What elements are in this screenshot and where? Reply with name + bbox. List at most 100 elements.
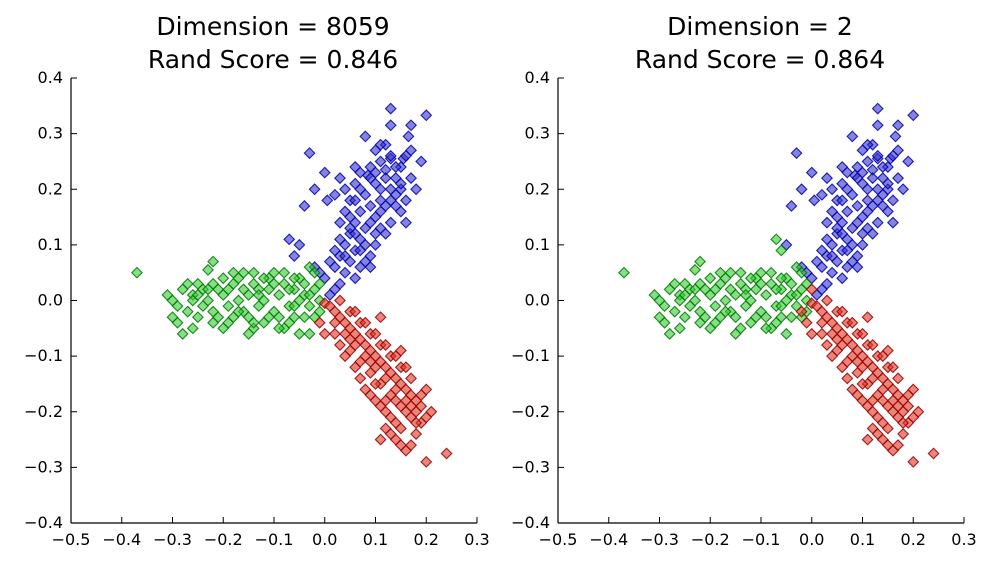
data-point — [846, 130, 859, 143]
data-point — [268, 266, 280, 279]
data-point — [364, 355, 377, 368]
data-point — [328, 327, 341, 340]
data-point — [861, 433, 874, 446]
data-point — [851, 216, 864, 229]
data-point — [881, 344, 894, 357]
data-point — [836, 177, 849, 190]
data-point — [288, 272, 301, 285]
y-tick-label: 0.1 — [525, 235, 550, 254]
y-tick-label: −0.3 — [24, 457, 63, 476]
data-point — [861, 155, 874, 168]
data-point — [694, 255, 707, 268]
data-point — [749, 311, 762, 324]
data-point — [405, 372, 418, 385]
data-point — [349, 305, 362, 318]
data-point — [719, 305, 732, 318]
data-point — [191, 311, 204, 324]
data-point — [897, 428, 910, 440]
data-point — [892, 400, 905, 413]
x-tick-label: −0.4 — [102, 530, 141, 549]
data-point — [846, 255, 859, 268]
data-point — [379, 394, 392, 407]
data-point — [902, 155, 915, 168]
data-point — [303, 147, 316, 160]
data-point — [808, 194, 821, 207]
data-point — [181, 277, 194, 290]
data-point — [308, 183, 321, 196]
data-point — [800, 316, 813, 329]
data-point — [384, 149, 397, 162]
data-point — [298, 277, 311, 290]
data-point — [704, 272, 717, 285]
y-tick-label: 0.4 — [38, 68, 63, 87]
data-point — [191, 288, 204, 301]
data-point — [207, 316, 220, 329]
data-point — [826, 250, 839, 262]
data-point — [820, 172, 833, 185]
y-tick-label: −0.4 — [511, 513, 550, 532]
data-point — [369, 327, 382, 340]
series-2 — [313, 294, 453, 468]
data-point — [405, 439, 418, 452]
data-point — [831, 333, 844, 346]
data-point — [892, 372, 905, 385]
y-tick-label: 0.3 — [525, 124, 550, 143]
data-point — [856, 327, 869, 340]
data-point — [790, 288, 803, 301]
data-point — [775, 244, 788, 257]
x-tick-label: −0.1 — [255, 530, 294, 549]
data-point — [293, 327, 306, 340]
data-point — [339, 250, 352, 262]
x-tick-label: −0.1 — [742, 530, 781, 549]
data-point — [658, 300, 671, 313]
data-point — [846, 316, 859, 329]
y-tick-label: 0.0 — [525, 291, 550, 310]
data-point — [333, 294, 346, 307]
data-point — [227, 266, 240, 279]
data-point — [303, 300, 316, 313]
data-point — [349, 194, 362, 207]
y-tick-label: −0.4 — [24, 513, 63, 532]
data-point — [795, 305, 808, 318]
data-point — [217, 272, 230, 285]
data-point — [714, 266, 727, 279]
data-point — [359, 188, 372, 201]
data-point — [222, 316, 235, 329]
data-point — [273, 288, 286, 301]
data-point — [283, 316, 296, 329]
data-point — [889, 130, 902, 143]
data-point — [359, 316, 372, 329]
data-point — [425, 405, 438, 418]
data-point — [420, 109, 433, 122]
data-point — [410, 416, 423, 429]
data-point — [394, 205, 407, 218]
data-point — [242, 327, 255, 340]
data-point — [694, 277, 707, 290]
data-point — [689, 294, 702, 307]
data-point — [344, 333, 357, 346]
scatter-panel-dimension-2: Dimension = 2 Rand Score = 0.864 −0.5 −0.… — [511, 12, 977, 549]
data-point — [420, 455, 433, 468]
data-point — [668, 305, 681, 318]
data-point — [739, 288, 752, 301]
y-tick-label: −0.1 — [24, 346, 63, 365]
data-point — [892, 172, 905, 185]
data-point — [402, 130, 415, 143]
data-point — [186, 322, 199, 335]
data-point — [181, 305, 194, 318]
data-point — [805, 283, 818, 296]
data-point — [836, 361, 849, 374]
data-point — [389, 394, 402, 407]
data-point — [826, 350, 839, 363]
data-point — [364, 216, 377, 229]
data-point — [374, 433, 387, 446]
data-point — [755, 277, 767, 290]
data-point — [405, 400, 418, 413]
data-point — [339, 350, 352, 363]
data-point — [836, 227, 849, 240]
data-point — [876, 161, 889, 173]
data-point — [303, 327, 316, 340]
data-point — [339, 266, 352, 279]
x-tick-label: −0.5 — [539, 530, 578, 549]
data-point — [313, 316, 326, 329]
